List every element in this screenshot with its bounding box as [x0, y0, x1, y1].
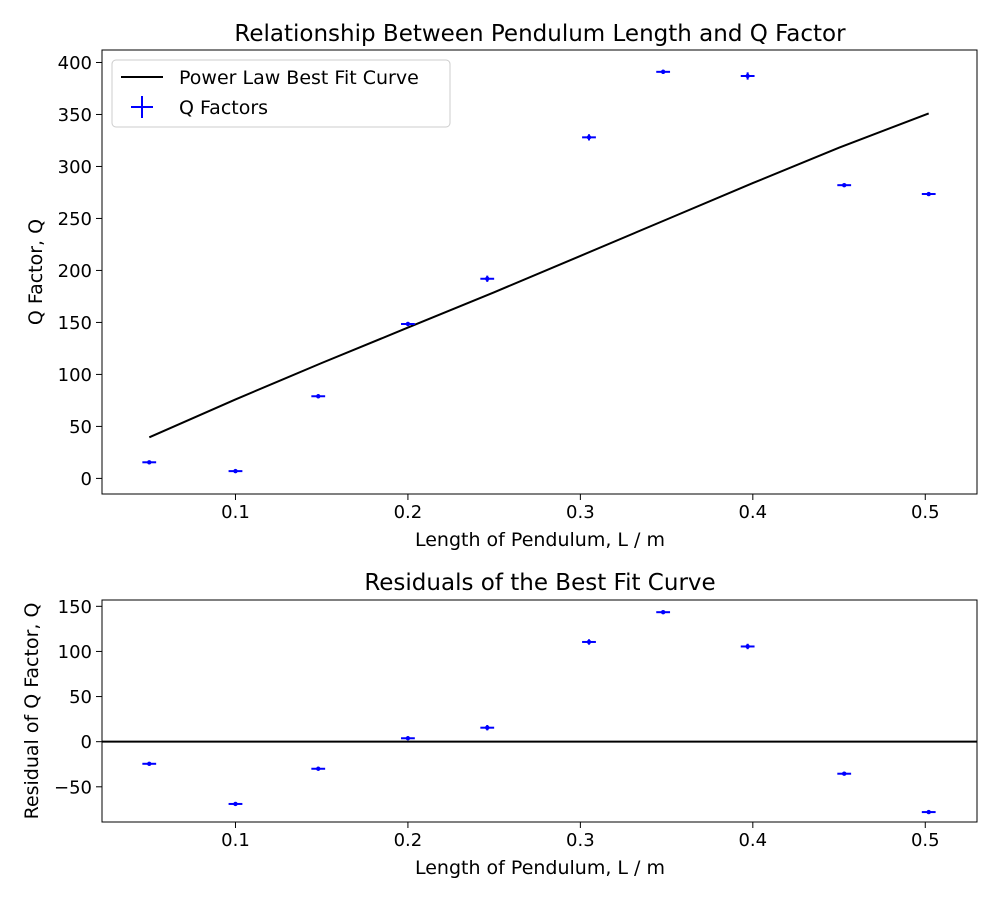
residuals-y-tick-label: −50 — [54, 777, 92, 798]
residuals-data-point — [311, 766, 326, 771]
point-marker — [147, 761, 152, 766]
point-marker — [485, 725, 490, 730]
main-data-point — [582, 134, 596, 141]
main-y-tick-label: 400 — [58, 53, 92, 74]
point-marker — [745, 73, 750, 79]
main-plot-title: Relationship Between Pendulum Length and… — [234, 21, 846, 47]
best-fit-curve-line — [148, 112, 930, 439]
main-data-point — [228, 468, 243, 474]
point-marker — [660, 69, 666, 75]
residuals-data-point — [401, 736, 415, 741]
main-data-point — [921, 191, 936, 197]
residuals-plot-x-axis-label: Length of Pendulum, L / m — [415, 857, 665, 879]
main-data-point — [401, 321, 415, 327]
residuals-plot-area: 0.1 0.2 0.3 0.4 0.5 −50 0 50 100 150 — [54, 597, 977, 851]
main-data-point — [142, 460, 157, 465]
residuals-x-tick-label: 0.4 — [738, 830, 767, 851]
point-marker — [316, 766, 321, 771]
residuals-y-tick-label: 100 — [58, 642, 92, 663]
legend-box — [111, 59, 451, 128]
main-y-tick-label: 350 — [58, 105, 92, 126]
residuals-data-point — [142, 761, 157, 766]
main-data-point — [837, 182, 852, 188]
residuals-plot-title: Residuals of the Best Fit Curve — [364, 570, 715, 596]
residuals-y-tick-label: 50 — [69, 687, 92, 708]
main-plot-x-axis-label: Length of Pendulum, L / m — [415, 529, 665, 551]
point-marker — [842, 182, 847, 188]
main-plot-frame — [101, 49, 978, 495]
main-y-tick-label: 250 — [58, 209, 92, 230]
main-y-tick-label: 200 — [58, 261, 92, 282]
legend-entry-best-fit: Power Law Best Fit Curve — [179, 67, 419, 89]
residuals-x-tick-label: 0.1 — [221, 830, 250, 851]
main-data-point — [656, 69, 671, 75]
main-data-point — [311, 394, 326, 399]
main-x-tick-label: 0.5 — [911, 502, 940, 523]
point-marker — [405, 736, 411, 741]
point-marker — [926, 809, 931, 815]
main-y-tick-label: 300 — [58, 157, 92, 178]
point-marker — [842, 771, 847, 776]
legend-errorbar-swatch — [131, 96, 153, 118]
residuals-data-point — [228, 801, 243, 807]
main-plot-legend: Power Law Best Fit Curve Q Factors — [111, 59, 451, 128]
residuals-plot-y-axis-label: Residual of Q Factor, Q — [21, 603, 43, 820]
main-data-point — [480, 275, 495, 282]
point-marker — [926, 191, 931, 197]
residuals-plot-frame — [101, 599, 978, 823]
main-data-point — [740, 72, 755, 80]
residuals-x-tick-label: 0.2 — [394, 830, 423, 851]
main-y-tick-label: 150 — [58, 313, 92, 334]
residuals-data-point — [921, 809, 936, 815]
residuals-x-tick-label: 0.3 — [566, 830, 595, 851]
point-marker — [233, 468, 238, 474]
point-marker — [586, 135, 592, 140]
main-plot-y-axis-label: Q Factor, Q — [25, 219, 47, 325]
main-x-tick-label: 0.4 — [738, 502, 767, 523]
main-x-tick-label: 0.1 — [221, 502, 250, 523]
point-marker — [405, 321, 411, 327]
main-y-tick-label: 0 — [81, 469, 92, 490]
residuals-data-point — [480, 724, 495, 731]
point-marker — [745, 644, 750, 649]
point-marker — [147, 460, 152, 465]
main-plot-panel: Relationship Between Pendulum Length and… — [25, 21, 978, 551]
main-y-tick-label: 50 — [69, 417, 92, 438]
point-marker — [233, 801, 238, 807]
point-marker — [586, 639, 592, 645]
legend-entry-q-factors: Q Factors — [179, 97, 268, 119]
residuals-y-tick-label: 0 — [81, 732, 92, 753]
main-y-tick-label: 100 — [58, 365, 92, 386]
point-marker — [316, 394, 321, 399]
residuals-plot-panel: Residuals of the Best Fit Curve Length o… — [21, 570, 978, 879]
residuals-data-point — [740, 643, 755, 650]
main-x-tick-label: 0.2 — [394, 502, 423, 523]
point-marker — [660, 609, 666, 615]
main-x-tick-label: 0.3 — [566, 502, 595, 523]
main-plot-area: 0.1 0.2 0.3 0.4 0.5 0 50 100 150 200 250 300 350 400 — [58, 53, 940, 523]
residuals-x-tick-label: 0.5 — [911, 830, 940, 851]
residuals-y-tick-label: 150 — [58, 597, 92, 618]
residuals-data-point — [837, 771, 852, 776]
residuals-data-point — [582, 639, 596, 645]
point-marker — [485, 276, 490, 281]
residuals-data-point — [656, 609, 671, 615]
